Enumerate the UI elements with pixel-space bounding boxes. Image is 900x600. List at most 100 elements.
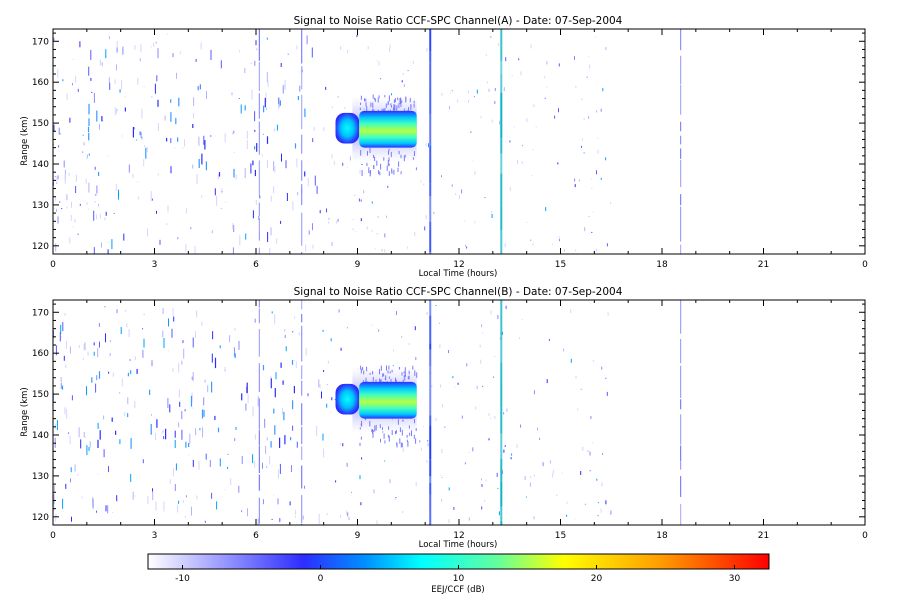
noise-speck [328, 221, 330, 224]
noise-speck [119, 439, 121, 445]
echo-haze-speck [383, 433, 385, 439]
echo-haze-speck [365, 377, 367, 383]
noise-speck [526, 118, 528, 123]
noise-speck [201, 321, 203, 326]
noise-speck [101, 116, 103, 122]
noise-speck [79, 41, 81, 48]
noise-speck [497, 487, 499, 489]
noise-speck [474, 221, 476, 224]
vertical-streak [429, 511, 432, 525]
noise-speck [210, 135, 212, 137]
noise-speck [132, 127, 134, 138]
noise-speck [255, 200, 257, 205]
noise-speck [99, 341, 100, 348]
noise-speck [588, 216, 590, 217]
noise-speck [75, 75, 77, 83]
noise-speck [322, 433, 324, 441]
noise-speck [107, 155, 109, 157]
noise-speck [227, 453, 229, 455]
echo-haze-speck [364, 98, 365, 102]
vertical-streak [429, 415, 432, 426]
noise-speck [74, 464, 76, 472]
noise-speck [590, 416, 592, 419]
echo-haze-speck [360, 436, 362, 440]
noise-speck [308, 230, 310, 235]
noise-speck [165, 428, 167, 440]
noise-speck [284, 329, 286, 332]
noise-speck [192, 459, 194, 467]
noise-speck [326, 384, 328, 386]
noise-speck [88, 182, 90, 193]
x-tick-label: 0 [862, 531, 868, 541]
noise-speck [415, 357, 417, 361]
noise-speck [583, 117, 585, 120]
noise-speck [184, 139, 185, 147]
noise-speck [83, 344, 85, 351]
noise-speck [127, 372, 129, 377]
noise-speck [337, 218, 339, 222]
noise-speck [109, 339, 111, 342]
noise-speck [104, 306, 106, 308]
echo-haze-speck [406, 439, 408, 442]
noise-speck [558, 108, 559, 113]
echo-haze-speck [380, 379, 382, 383]
noise-speck [157, 99, 159, 107]
noise-speck [402, 72, 404, 75]
vertical-streak [429, 221, 432, 230]
noise-speck [377, 327, 379, 329]
noise-speck [501, 331, 503, 335]
noise-speck [511, 453, 513, 456]
noise-speck [361, 457, 363, 460]
echo-haze-speck [360, 95, 362, 100]
noise-speck [114, 79, 116, 85]
noise-speck [177, 137, 179, 142]
vertical-streak [258, 429, 260, 446]
noise-speck [60, 324, 62, 334]
echo-haze-speck [379, 424, 381, 429]
noise-speck [59, 332, 61, 342]
echo-haze-speck [387, 434, 389, 438]
noise-speck [401, 336, 403, 338]
noise-speck [63, 355, 65, 361]
noise-speck [326, 208, 327, 213]
noise-speck [533, 104, 535, 108]
noise-speck [352, 228, 354, 231]
noise-speck [594, 36, 596, 38]
noise-speck [371, 230, 373, 232]
noise-speck [457, 99, 459, 103]
echo-haze-speck [409, 98, 411, 103]
noise-speck [233, 168, 235, 178]
noise-speck [96, 110, 98, 122]
echo-haze-speck [388, 148, 390, 152]
echo-haze-speck [378, 95, 380, 99]
noise-speck [85, 178, 87, 184]
echo-haze-speck [376, 160, 378, 166]
noise-speck [205, 453, 207, 460]
x-tick-label: 9 [355, 260, 361, 270]
x-tick-label: 21 [758, 531, 769, 541]
noise-speck [142, 349, 144, 358]
noise-speck [482, 385, 484, 387]
noise-speck [479, 344, 481, 348]
noise-speck [342, 162, 344, 166]
noise-speck [88, 66, 90, 76]
noise-speck [251, 89, 253, 100]
noise-speck [292, 425, 294, 431]
echo-haze-speck [408, 370, 410, 375]
vertical-streak [429, 229, 432, 253]
panel-b-title: Signal to Noise Ratio CCF-SPC Channel(B)… [294, 286, 623, 298]
noise-speck [171, 328, 173, 338]
noise-speck [384, 249, 386, 253]
noise-speck [360, 218, 362, 222]
noise-speck [142, 328, 144, 330]
vertical-streak [680, 300, 682, 334]
noise-speck [394, 498, 396, 500]
noise-speck [185, 243, 187, 252]
echo-haze-speck [401, 372, 403, 376]
echo-haze-speck [391, 430, 393, 436]
noise-speck [583, 152, 585, 154]
noise-speck [211, 492, 213, 499]
noise-speck [122, 46, 124, 55]
noise-speck [71, 395, 73, 401]
